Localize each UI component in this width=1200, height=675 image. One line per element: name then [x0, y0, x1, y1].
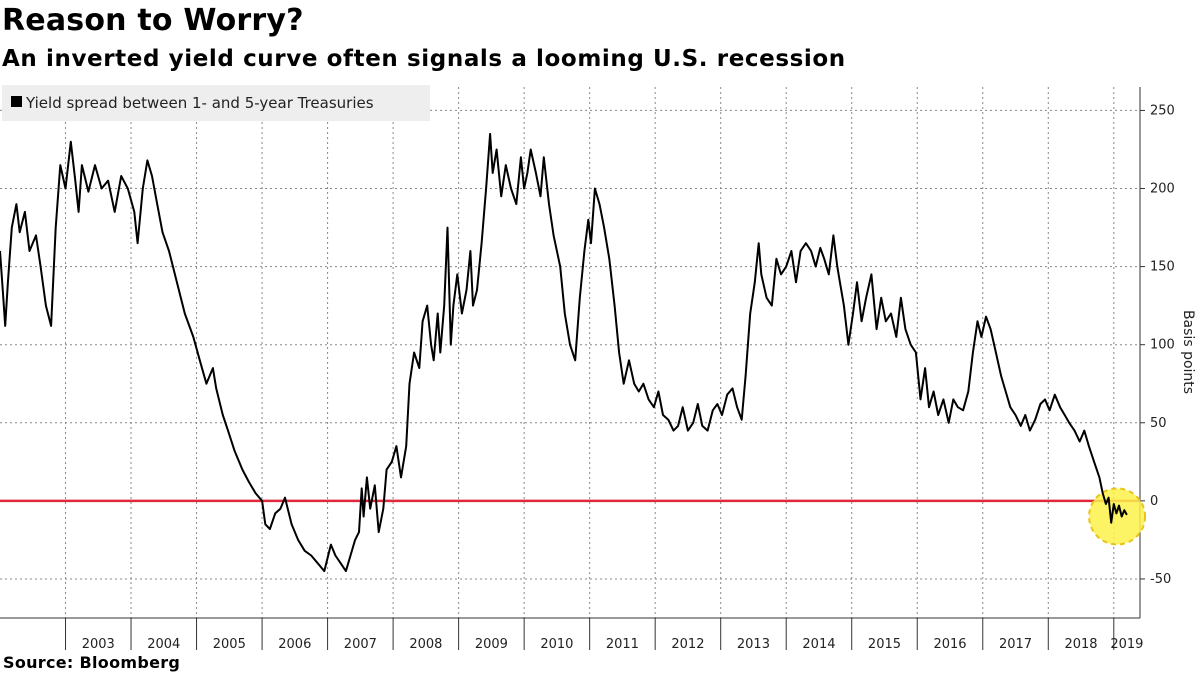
x-axis: 2003 2004 2005 2006 2007 2008 2009 2010 2011 2012… — [0, 617, 1143, 650]
chart-title: Reason to Worry? — [2, 3, 304, 38]
y-axis: 250 200 150 100 50 0 -50 — [1139, 87, 1175, 618]
grid — [0, 87, 1140, 618]
legend-label: Yield spread between 1- and 5-year Treas… — [25, 94, 374, 112]
y-tick-label: 250 — [1150, 103, 1175, 118]
source-note: Source: Bloomberg — [3, 653, 181, 672]
legend: Yield spread between 1- and 5-year Treas… — [2, 85, 430, 121]
y-tick-label: 50 — [1150, 416, 1167, 431]
legend-swatch — [11, 96, 22, 107]
x-tick-label: 2013 — [737, 637, 770, 650]
inversion-highlight-circle — [1088, 487, 1147, 546]
x-tick-label: 2003 — [82, 637, 115, 650]
x-tick-label: 2017 — [999, 637, 1032, 650]
x-tick-label: 2008 — [409, 637, 442, 650]
x-tick-label: 2016 — [933, 637, 966, 650]
x-tick-label: 2018 — [1064, 637, 1097, 650]
x-tick-label: 2015 — [868, 637, 901, 650]
legend-background — [2, 85, 430, 121]
x-tick-label: 2005 — [213, 637, 246, 650]
y-tick-label: 0 — [1150, 494, 1158, 509]
x-tick-label: 2007 — [344, 637, 377, 650]
series-line-yield-spread — [0, 132, 1128, 573]
y-tick-label: 200 — [1150, 182, 1175, 197]
y-tick-label: -50 — [1150, 572, 1171, 587]
y-tick-label: 100 — [1150, 338, 1175, 353]
y-tick-label: 150 — [1150, 260, 1175, 275]
y-axis-title: Basis points — [1180, 310, 1196, 394]
x-tick-label: 2019 — [1110, 637, 1143, 650]
x-tick-label: 2012 — [671, 637, 704, 650]
x-tick-label: 2006 — [278, 637, 311, 650]
x-tick-label: 2004 — [147, 637, 180, 650]
x-tick-label: 2014 — [802, 637, 835, 650]
x-tick-label: 2011 — [606, 637, 639, 650]
x-tick-label: 2010 — [540, 637, 573, 650]
chart-subtitle: An inverted yield curve often signals a … — [2, 46, 846, 72]
x-tick-label: 2009 — [475, 637, 508, 650]
yield-spread-chart: 2003 2004 2005 2006 2007 2008 2009 2010 2011 2012… — [0, 85, 1196, 650]
